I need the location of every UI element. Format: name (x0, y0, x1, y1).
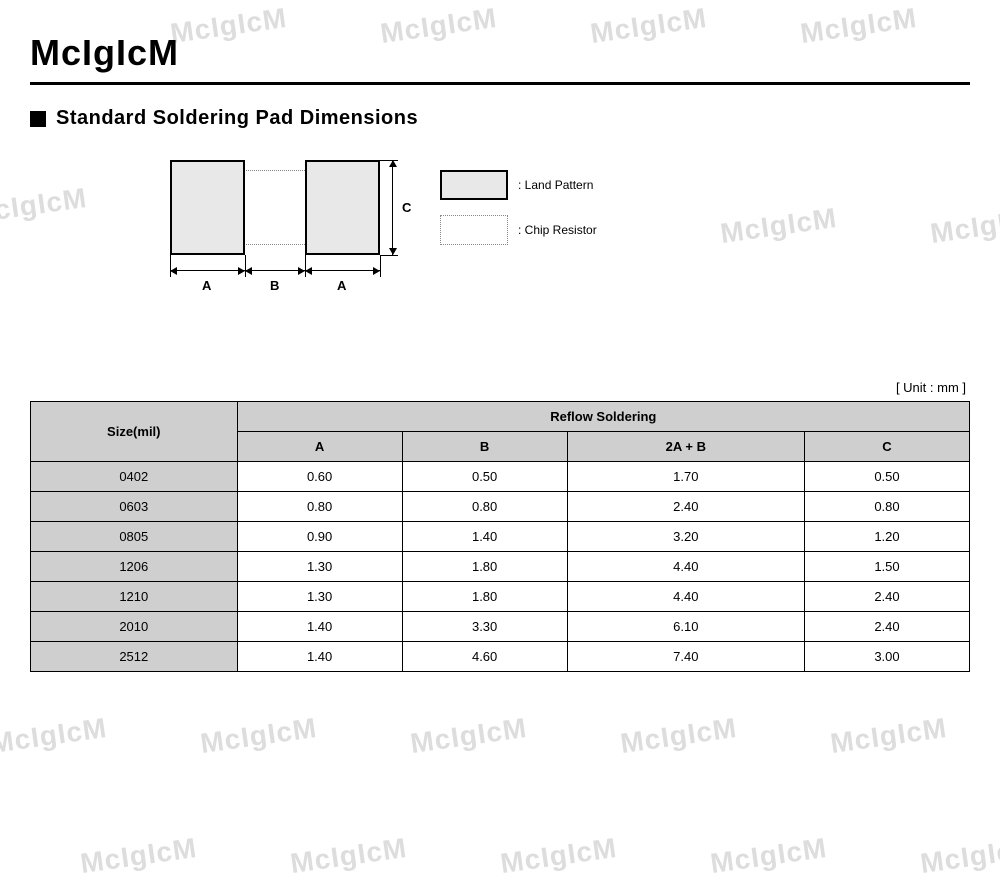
dim-label-a2: A (337, 278, 346, 293)
table-row: 12061.301.804.401.50 (31, 552, 970, 582)
dimension-diagram: A B A C : Land Pattern : Chip Resistor (130, 160, 970, 360)
cell-value: 3.30 (402, 612, 567, 642)
cell-value: 0.50 (804, 462, 969, 492)
cell-size: 2512 (31, 642, 238, 672)
legend-chip-label: : Chip Resistor (518, 223, 597, 237)
watermark-text: McIgIcM (498, 832, 619, 880)
legend-chip-text: Chip Resistor (525, 223, 597, 237)
right-pad (305, 160, 380, 255)
cell-size: 0603 (31, 492, 238, 522)
cell-value: 1.30 (237, 552, 402, 582)
cell-size: 0805 (31, 522, 238, 552)
watermark-text: McIgIcM (618, 712, 739, 760)
watermark-text: McIgIcM (0, 712, 109, 760)
col-header: A (237, 432, 402, 462)
table-row: 20101.403.306.102.40 (31, 612, 970, 642)
cell-size: 0402 (31, 462, 238, 492)
col-header-group: Reflow Soldering (237, 402, 969, 432)
dimensions-table: Size(mil) Reflow Soldering AB2A + BC 040… (30, 401, 970, 672)
cell-value: 0.60 (237, 462, 402, 492)
cell-value: 2.40 (804, 582, 969, 612)
table-row: 08050.901.403.201.20 (31, 522, 970, 552)
watermark-text: McIgIcM (198, 712, 319, 760)
section-bullet-icon (30, 111, 46, 127)
cell-size: 1210 (31, 582, 238, 612)
watermark-text: McIgIcM (408, 712, 529, 760)
brand-logo: McIgIcM (30, 32, 970, 74)
ext-line (380, 255, 381, 277)
cell-value: 1.70 (567, 462, 804, 492)
cell-size: 1206 (31, 552, 238, 582)
col-header: 2A + B (567, 432, 804, 462)
watermark-text: McIgIcM (78, 832, 199, 880)
legend-chip-resistor: : Chip Resistor (440, 215, 597, 245)
table-row: 25121.404.607.403.00 (31, 642, 970, 672)
cell-value: 3.00 (804, 642, 969, 672)
cell-value: 4.40 (567, 582, 804, 612)
col-header: C (804, 432, 969, 462)
legend-land-label: : Land Pattern (518, 178, 593, 192)
watermark-text: McIgIcM (918, 832, 1000, 880)
cell-value: 1.30 (237, 582, 402, 612)
table-row: 12101.301.804.402.40 (31, 582, 970, 612)
cell-value: 4.60 (402, 642, 567, 672)
cell-value: 3.20 (567, 522, 804, 552)
legend-land-text: Land Pattern (525, 178, 594, 192)
dim-arrow-b (245, 270, 305, 271)
cell-value: 1.40 (402, 522, 567, 552)
dim-label-a1: A (202, 278, 211, 293)
section-title: Standard Soldering Pad Dimensions (56, 107, 418, 130)
page-content: McIgIcM Standard Soldering Pad Dimension… (0, 0, 1000, 672)
cell-value: 1.50 (804, 552, 969, 582)
col-header-size: Size(mil) (31, 402, 238, 462)
table-row: 06030.800.802.400.80 (31, 492, 970, 522)
table-row: 04020.600.501.700.50 (31, 462, 970, 492)
dim-arrow-a1 (170, 270, 245, 271)
cell-value: 0.50 (402, 462, 567, 492)
dim-arrow-c (392, 160, 393, 255)
header-divider (30, 82, 970, 85)
col-header: B (402, 432, 567, 462)
dim-arrow-a2 (305, 270, 380, 271)
cell-value: 6.10 (567, 612, 804, 642)
table-header-row-1: Size(mil) Reflow Soldering (31, 402, 970, 432)
dim-label-c: C (402, 200, 411, 215)
left-pad (170, 160, 245, 255)
cell-size: 2010 (31, 612, 238, 642)
cell-value: 0.80 (804, 492, 969, 522)
cell-value: 4.40 (567, 552, 804, 582)
watermark-text: McIgIcM (708, 832, 829, 880)
cell-value: 1.40 (237, 642, 402, 672)
watermark-text: McIgIcM (288, 832, 409, 880)
cell-value: 2.40 (804, 612, 969, 642)
section-header: Standard Soldering Pad Dimensions (30, 107, 970, 130)
cell-value: 0.90 (237, 522, 402, 552)
cell-value: 1.80 (402, 552, 567, 582)
cell-value: 2.40 (567, 492, 804, 522)
unit-label: [ Unit : mm ] (30, 380, 970, 395)
cell-value: 1.40 (237, 612, 402, 642)
ext-line (380, 255, 398, 256)
watermark-text: McIgIcM (828, 712, 949, 760)
legend-chip-swatch (440, 215, 508, 245)
cell-value: 7.40 (567, 642, 804, 672)
legend-land-swatch (440, 170, 508, 200)
cell-value: 0.80 (402, 492, 567, 522)
cell-value: 0.80 (237, 492, 402, 522)
dim-label-b: B (270, 278, 279, 293)
table-body: 04020.600.501.700.5006030.800.802.400.80… (31, 462, 970, 672)
cell-value: 1.80 (402, 582, 567, 612)
cell-value: 1.20 (804, 522, 969, 552)
legend-land-pattern: : Land Pattern (440, 170, 593, 200)
